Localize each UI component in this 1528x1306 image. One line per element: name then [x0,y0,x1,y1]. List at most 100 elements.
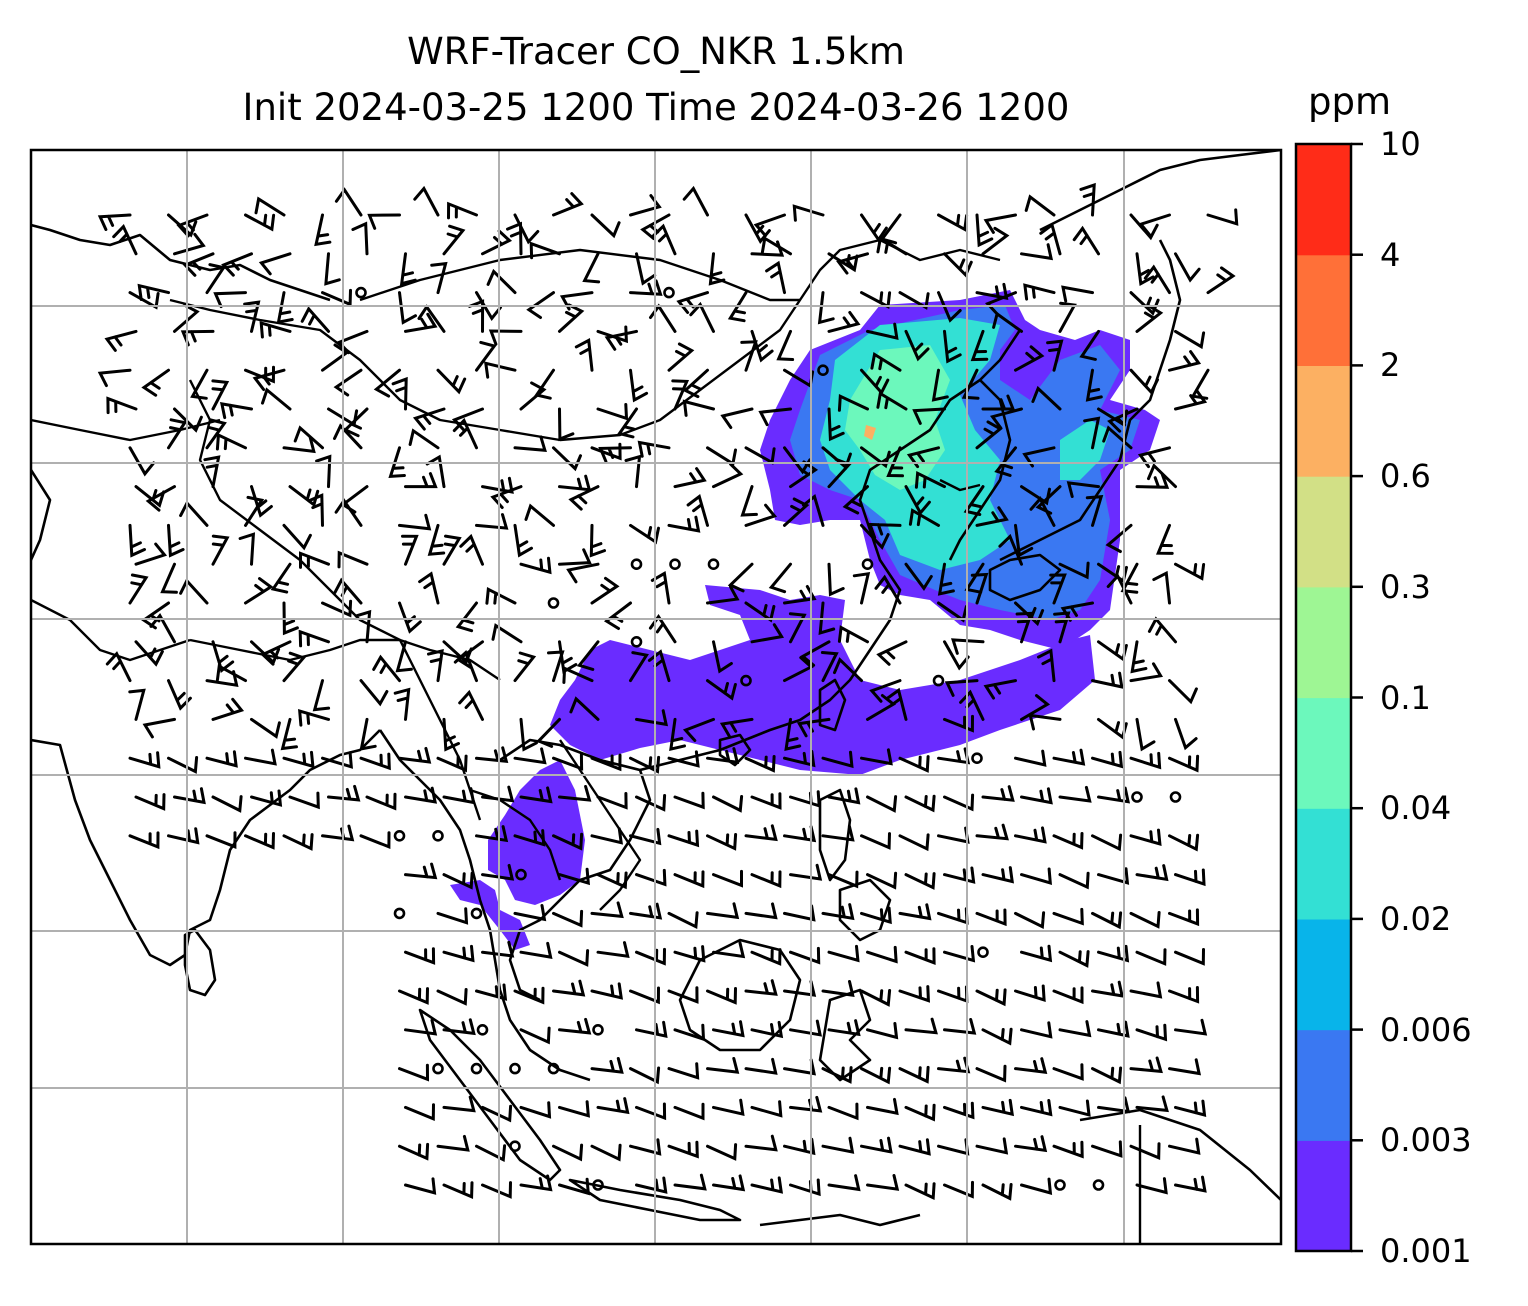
wind-barb [590,213,621,239]
wind-barb [876,640,908,666]
wind-barb [312,679,331,712]
wind-barb [524,503,555,527]
wind-barb [596,1097,630,1115]
calm-wind-circle [817,364,829,377]
wind-barb [975,1137,1009,1155]
wind-barb [568,485,600,511]
wind-barb [324,252,341,286]
wind-barb [821,750,854,769]
wind-barb [413,185,440,217]
wind-barb [589,523,606,558]
coastline-hainan [718,733,752,767]
wind-barb [983,679,1017,700]
wind-barb [1129,368,1159,395]
wind-barb [336,329,369,355]
wind-barb [288,791,320,810]
wind-barb [398,1063,430,1082]
wind-barb [637,440,671,458]
wind-barb [395,640,413,673]
wind-barb [869,679,902,703]
wind-barb [244,832,275,850]
wind-barb [744,979,778,996]
wind-barb [372,654,401,683]
wind-barb [706,1143,738,1161]
wind-barb [412,407,446,431]
wind-barb [408,428,440,450]
wind-barb [768,562,792,594]
wind-barb [167,756,199,774]
wind-barb [1206,266,1236,295]
colorbar-segments [1296,144,1351,1252]
wind-barb [818,601,836,635]
wind-barb [1014,1057,1048,1075]
wind-barb [629,194,662,217]
calm-wind-circle [592,1179,604,1191]
wind-barb [404,786,438,804]
colorbar-segment [1296,1029,1351,1141]
wind-barb [981,866,1014,884]
wind-barb [513,829,546,847]
wind-barb [219,402,253,420]
calm-wind-circle [470,1062,483,1075]
wind-barb [981,394,1016,411]
wind-barb [519,556,552,575]
wind-barb [951,638,985,655]
wind-barb [442,1181,474,1200]
wind-barb [404,312,438,333]
wind-barb [1020,243,1054,261]
wind-barb [321,288,352,307]
wind-barb [558,867,590,886]
wind-barb [519,1026,551,1045]
calm-wind-circle [1092,1179,1105,1191]
wind-barb [562,666,594,684]
wind-barb [1135,252,1155,286]
wind-barb [959,689,985,721]
wind-barb [106,396,138,415]
wind-barb [981,1098,1014,1117]
wind-barb [943,1018,977,1035]
colorbar-tick-label: 0.006 [1380,1010,1472,1049]
wind-barb [783,585,817,605]
wind-barb [1147,463,1177,489]
wind-barb [1066,481,1100,498]
wind-barb [1097,867,1130,885]
coastline-philippines [818,788,852,882]
coastline-west-asia [31,223,331,302]
wind-barb [943,793,975,812]
wind-barb [399,252,417,286]
wind-barb [1049,573,1067,605]
wind-barb [475,340,497,372]
wind-barb [327,784,361,802]
wind-barb [582,252,601,284]
wind-barb [215,432,247,451]
wind-barb [904,562,933,591]
wind-barb [427,648,444,683]
wind-barb [667,911,699,930]
wind-barb [943,252,973,278]
wind-barb [1097,1020,1130,1038]
wind-barb [558,407,575,442]
wind-barb [744,755,776,773]
wind-barb [436,988,468,1006]
wind-barb [442,717,460,752]
wind-barb [1091,1066,1123,1085]
wind-barb [359,679,389,707]
wind-barb [866,795,898,813]
wind-barb [1058,950,1090,968]
colorbar-segment [1296,697,1351,809]
wind-barb [282,523,312,551]
wind-barb [205,263,227,295]
wind-barb [904,794,936,813]
wind-barb [261,387,292,411]
wind-barb [481,1181,512,1199]
wind-barb [238,532,256,566]
wind-barb [142,717,176,739]
colorbar-tick-label: 0.6 [1380,457,1431,496]
coastline-new-guinea [1079,1108,1281,1201]
coastline-china-south [639,329,1022,772]
wind-barb [398,513,432,531]
wind-barb [985,291,1017,316]
wind-barb [904,1182,936,1200]
wind-barb [250,789,283,807]
